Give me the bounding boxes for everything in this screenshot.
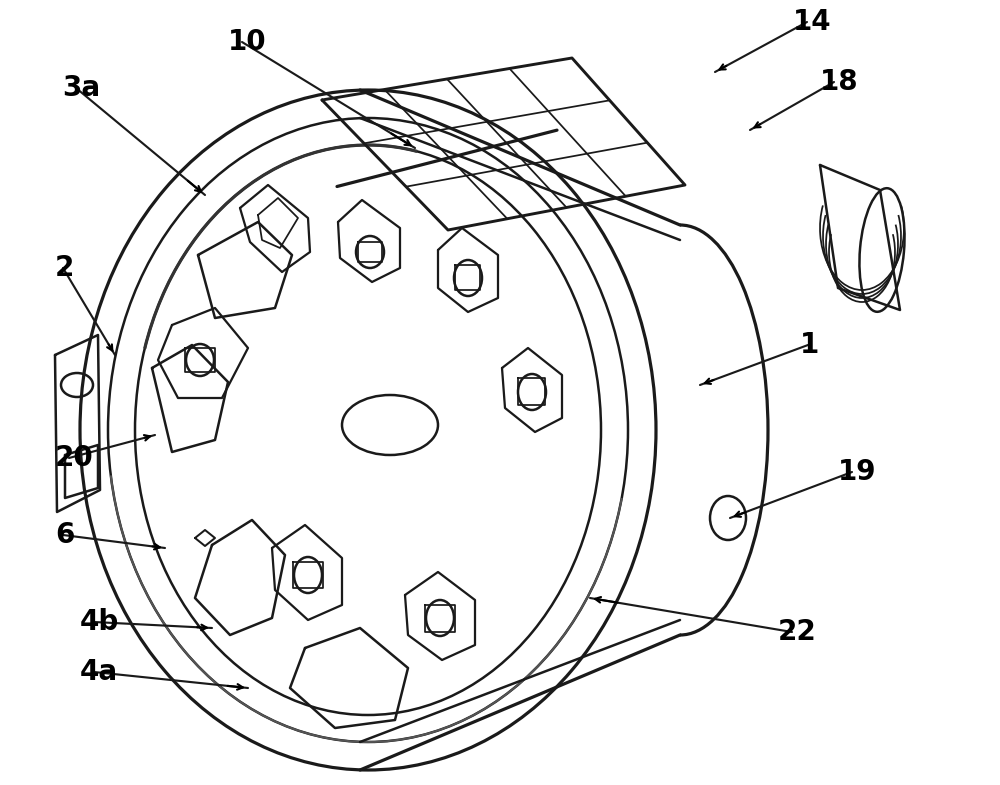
Text: 18: 18 — [820, 68, 859, 96]
Text: 20: 20 — [55, 444, 94, 472]
Text: 22: 22 — [778, 618, 817, 646]
Text: 6: 6 — [55, 521, 74, 549]
Text: 10: 10 — [228, 28, 267, 56]
Text: 4a: 4a — [80, 658, 118, 686]
Text: 4b: 4b — [80, 608, 119, 636]
Text: 3a: 3a — [62, 74, 100, 102]
Text: 19: 19 — [838, 458, 876, 486]
Text: 14: 14 — [793, 8, 832, 36]
Text: 1: 1 — [800, 331, 819, 359]
Text: 2: 2 — [55, 254, 74, 282]
